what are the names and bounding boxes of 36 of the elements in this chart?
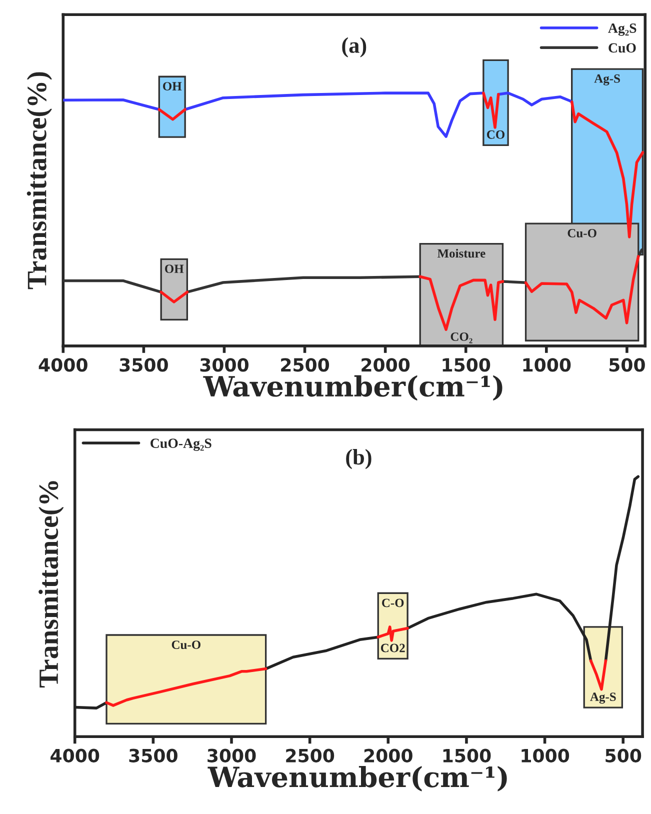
x-tick-label: 3000 [200,358,248,372]
band-label: Cu-O [172,640,200,650]
y-axis-title: Transmittance(% [38,481,64,688]
annotation: CO₂ [450,332,472,344]
x-tick-label: 1500 [442,358,490,372]
legend-label: Ag₂S [608,24,636,36]
x-tick-label: 3500 [120,358,168,372]
annotation: CO2 [380,644,405,652]
band-label: Moisture [437,248,486,258]
band-label: C-O [382,598,404,608]
band-label: Ag-S [594,74,620,86]
band-label: OH [165,264,184,274]
x-axis-title: Wavenumber(cm⁻¹) [203,375,502,401]
legend-label: CuO [608,43,636,53]
x-tick-label: 4000 [50,748,100,762]
chart-title: (b) [346,449,372,470]
x-tick-label: 2500 [281,358,330,372]
x-tick-label: 2500 [286,748,334,762]
x-tick-label: 1500 [443,748,491,762]
x-tick-label: 2000 [364,748,412,762]
legend-label: CuO-Ag₂S [150,438,212,451]
chart-title: (a) [342,37,366,58]
annotation: Ag-S [590,692,616,704]
x-tick-label: 1000 [523,358,571,372]
x-tick-label: 500 [606,748,642,762]
x-tick-label: 4000 [38,358,88,372]
y-axis-title: Transmittance(%) [26,72,52,290]
band-label: Cu-O [568,229,596,238]
annotation: CO [486,130,504,139]
x-tick-label: 1000 [522,748,570,762]
x-tick-label: 500 [609,358,645,372]
band-label: OH [163,82,182,90]
x-tick-label: 3000 [208,748,256,762]
x-tick-label: 3500 [129,748,178,762]
x-tick-label: 2000 [362,358,410,372]
x-axis-title: Wavenumber(cm⁻¹) [208,766,507,792]
